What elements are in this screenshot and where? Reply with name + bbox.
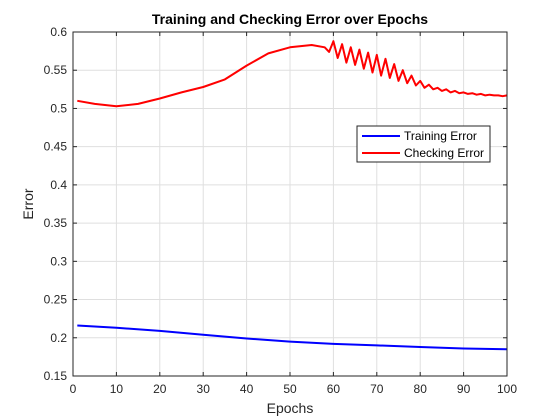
legend: Training Error Checking Error (356, 125, 491, 163)
y-tick-label: 0.5 (50, 101, 67, 115)
x-tick-label: 70 (370, 382, 384, 396)
y-tick-label: 0.45 (44, 140, 68, 154)
y-tick-label: 0.15 (44, 369, 68, 383)
legend-label-checking: Checking Error (404, 146, 484, 160)
checking-error-line (77, 40, 508, 108)
x-tick-label: 90 (457, 382, 471, 396)
y-tick-label: 0.6 (50, 25, 67, 39)
y-tick-label: 0.4 (50, 178, 67, 192)
legend-label-training: Training Error (404, 129, 477, 143)
x-tick-label: 20 (153, 382, 167, 396)
y-tick-label: 0.2 (50, 331, 67, 345)
legend-box (356, 125, 491, 163)
x-tick-label: 80 (414, 382, 428, 396)
training-error-line (77, 324, 508, 351)
y-tick-label: 0.3 (50, 254, 67, 268)
y-tick-label: 0.35 (44, 216, 68, 230)
x-tick-label: 10 (110, 382, 124, 396)
y-axis-label: Error (20, 188, 36, 219)
y-tick-label: 0.55 (44, 63, 68, 77)
series-lines (77, 40, 508, 351)
x-axis-label: Epochs (267, 400, 314, 416)
x-tick-label: 100 (497, 382, 517, 396)
x-tick-label: 40 (240, 382, 254, 396)
x-tick-label: 50 (283, 382, 297, 396)
x-tick-label: 30 (197, 382, 211, 396)
y-tick-label: 0.25 (44, 293, 68, 307)
x-tick-label: 60 (327, 382, 341, 396)
axis-ticks: 0 10 20 30 40 50 60 70 80 90 100 0.15 0.2 0.25 0.3 0.35… (44, 25, 518, 396)
chart-title: Training and Checking Error over Epochs (152, 11, 428, 27)
x-tick-label: 0 (70, 382, 77, 396)
